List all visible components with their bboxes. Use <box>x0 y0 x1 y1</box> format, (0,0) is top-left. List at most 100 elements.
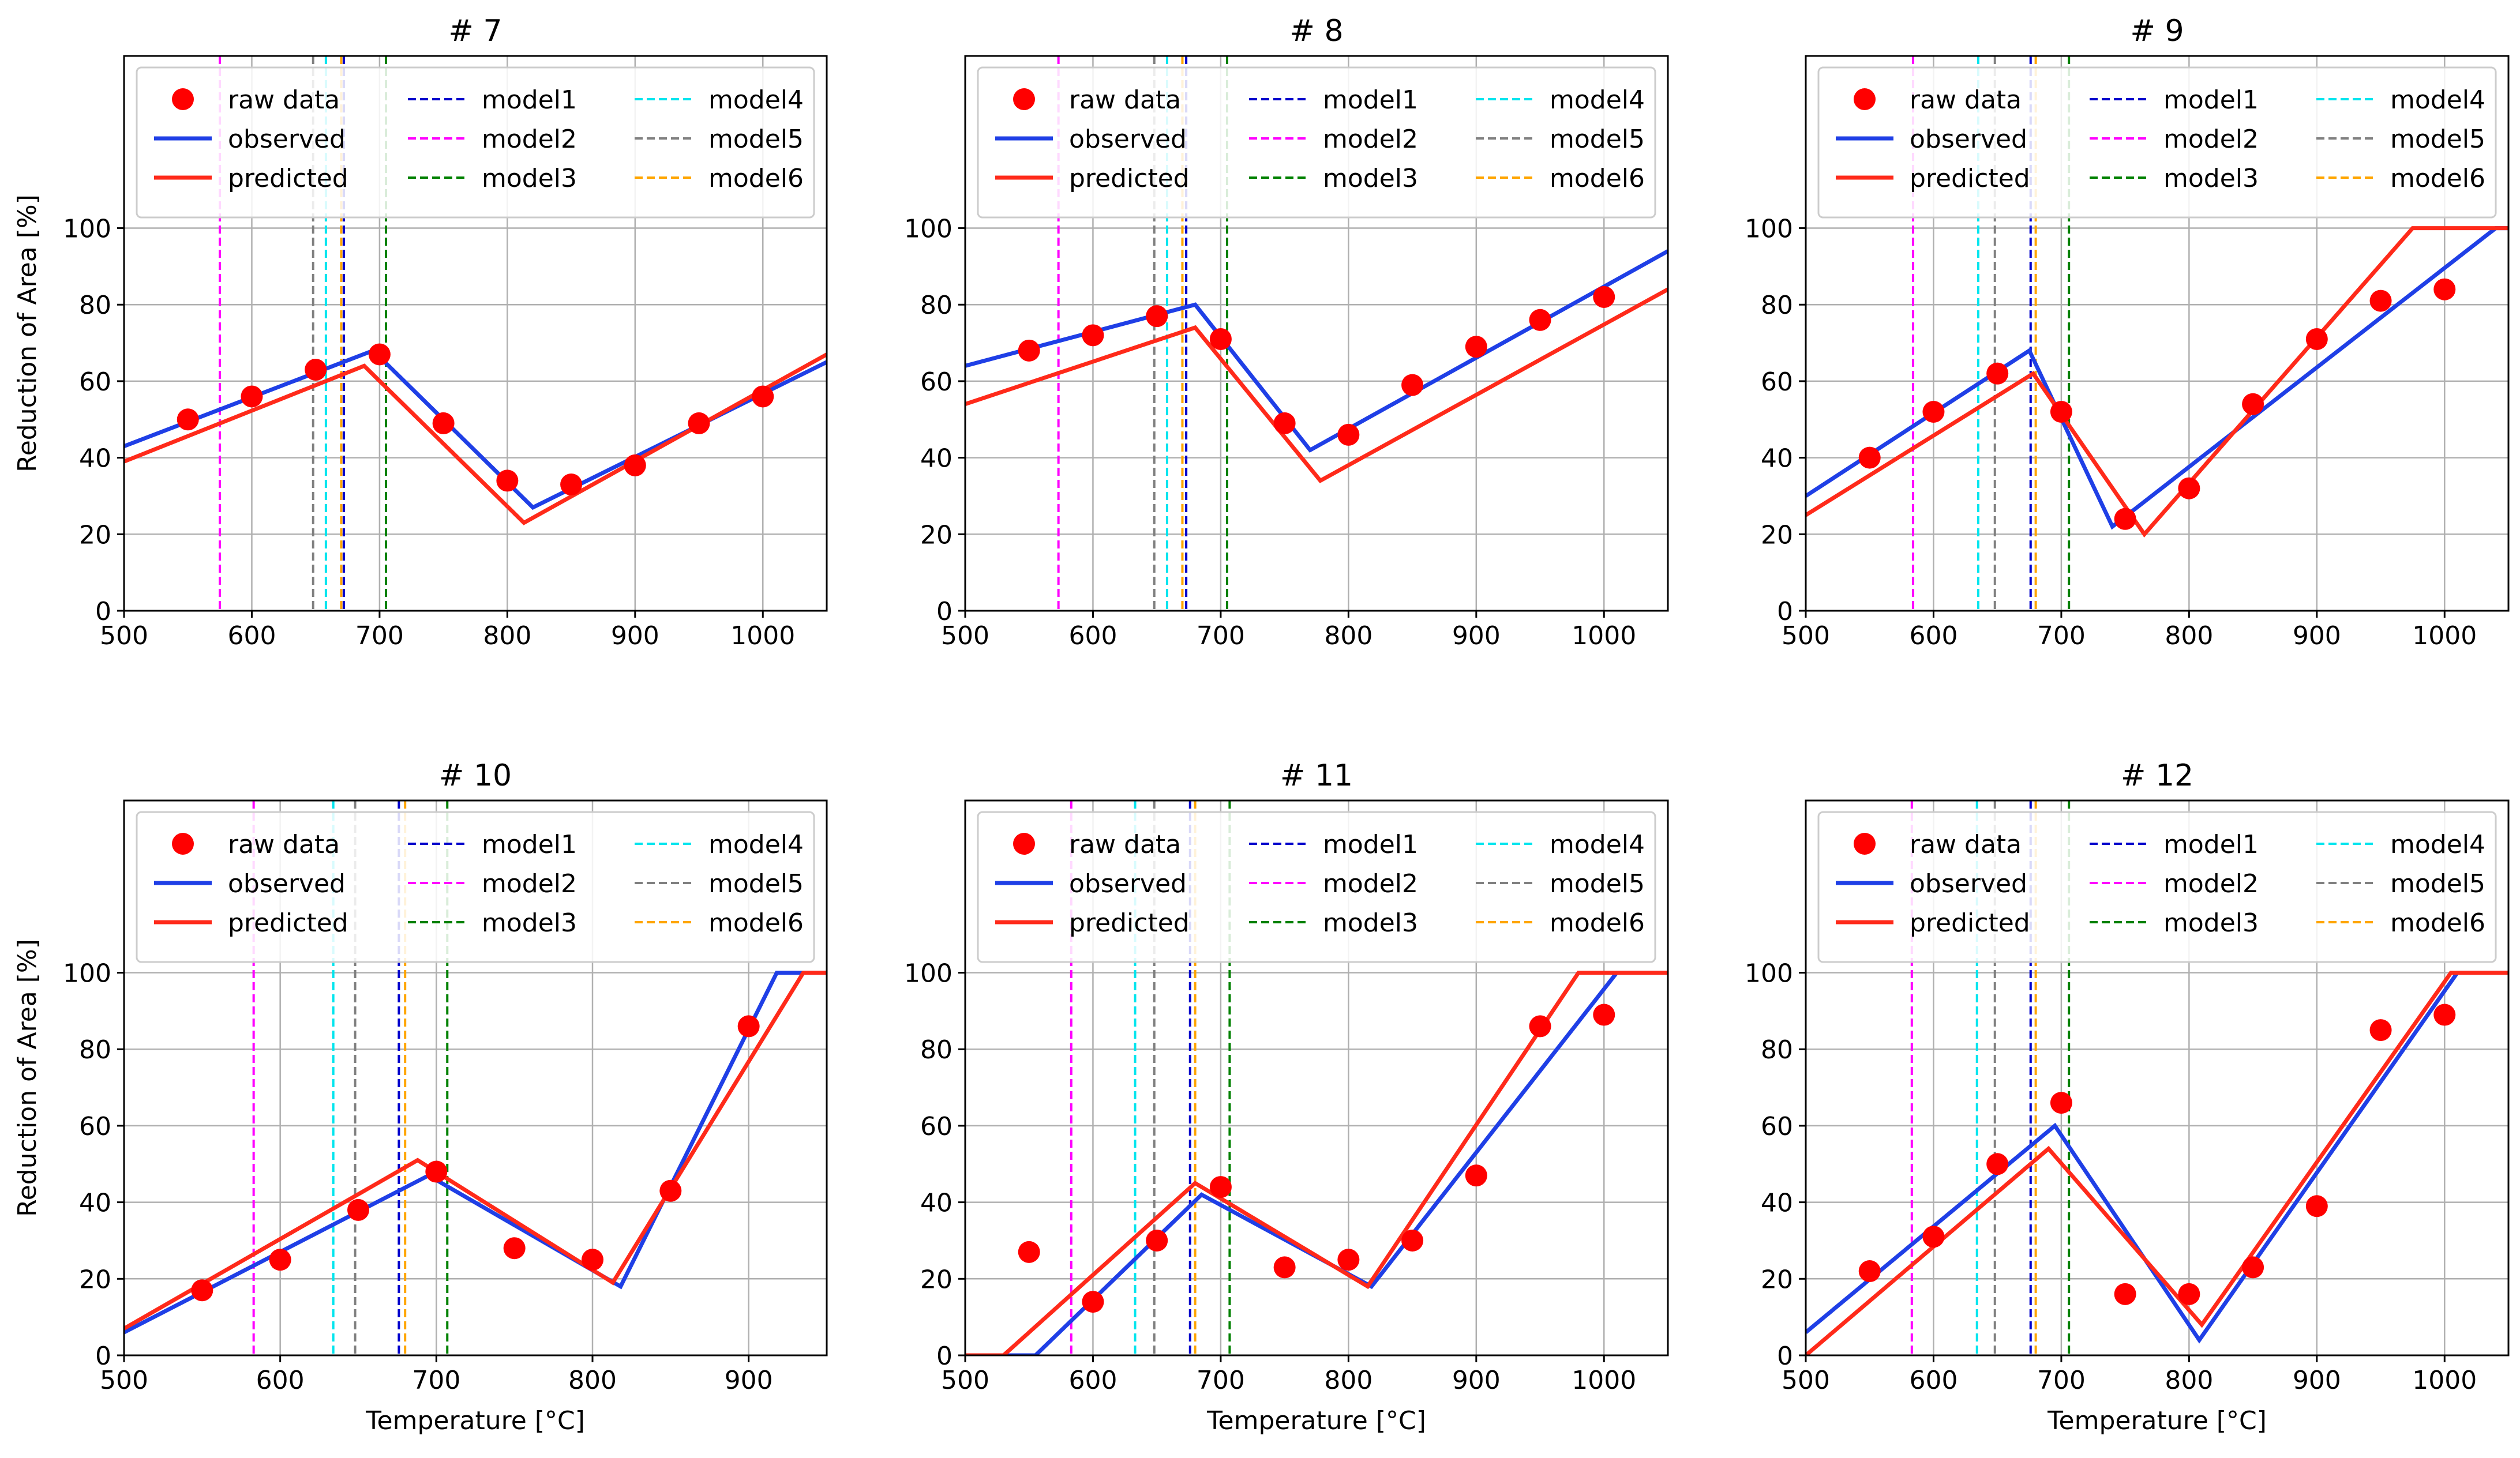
y-tick-label: 0 <box>936 597 952 626</box>
y-tick-label: 80 <box>920 1035 952 1065</box>
raw-data-point <box>2114 508 2136 530</box>
observed-legend-label: observed <box>228 125 346 154</box>
y-tick-label: 100 <box>1745 959 1793 989</box>
x-tick-label: 700 <box>2037 621 2086 651</box>
raw-data-point <box>496 469 519 492</box>
model4-legend-label: model4 <box>708 85 804 115</box>
model6-legend-label: model6 <box>708 908 804 938</box>
panel-6: 500 600 700 800 900 1000 0 20 40 60 80 100 # 12 Tempe… <box>1745 758 2510 1436</box>
raw-data-point <box>2242 1256 2264 1279</box>
x-tick-label: 600 <box>1068 1366 1117 1395</box>
raw-data-point <box>582 1249 603 1271</box>
y-tick-label: 60 <box>920 1112 952 1141</box>
y-tick-label: 60 <box>79 1112 111 1141</box>
raw-data-point <box>560 474 583 496</box>
raw-legend-marker <box>172 88 194 110</box>
y-tick-label: 100 <box>63 215 111 244</box>
model5-legend-label: model5 <box>2390 869 2485 899</box>
model2-legend-label: model2 <box>1323 869 1418 899</box>
panel-5: 500 600 700 800 900 1000 0 20 40 60 80 100 # 11 Tempe… <box>904 758 1669 1436</box>
model5-legend-label: model5 <box>1550 869 1645 899</box>
raw-data-point <box>1018 339 1040 362</box>
y-tick-label: 20 <box>920 520 952 550</box>
model2-legend-label: model2 <box>482 125 577 154</box>
y-axis-label: Reduction of Area [%] <box>13 194 42 472</box>
raw-data-point <box>1858 446 1881 469</box>
raw-data-point <box>1082 1291 1104 1313</box>
raw-legend-label: raw data <box>228 85 340 115</box>
panel-title: # 8 <box>1289 14 1343 48</box>
raw-legend-marker <box>1013 833 1035 855</box>
y-tick-label: 20 <box>920 1265 952 1294</box>
raw-data-point <box>2433 1004 2456 1026</box>
legend: raw data observed predicted model1 model2 mod… <box>977 811 1656 963</box>
y-tick-label: 20 <box>79 1265 111 1294</box>
panel-title: # 7 <box>448 14 502 48</box>
y-tick-label: 20 <box>1761 1265 1793 1294</box>
raw-data-point <box>1146 305 1168 328</box>
legend-box <box>1817 66 2497 219</box>
x-tick-label: 1000 <box>1572 1366 1636 1395</box>
raw-data-point <box>1337 1249 1360 1271</box>
x-tick-label: 900 <box>1452 1366 1501 1395</box>
model5-legend-label: model5 <box>708 869 804 899</box>
observed-line <box>1806 226 2508 530</box>
y-axis-label: Reduction of Area [%] <box>13 939 42 1217</box>
y-tick-label: 80 <box>79 291 111 320</box>
x-tick-label: 800 <box>1324 1366 1372 1395</box>
raw-data-point <box>2050 1092 2072 1114</box>
raw-data-point <box>1018 1241 1040 1263</box>
y-tick-label: 0 <box>95 1341 111 1371</box>
model3-legend-label: model3 <box>2163 164 2259 193</box>
raw-legend-label: raw data <box>228 830 340 859</box>
x-tick-label: 600 <box>227 621 276 651</box>
panel-3: 500 600 700 800 900 1000 0 20 40 60 80 100 # 9 raw da… <box>1745 14 2510 651</box>
predicted-line <box>965 971 1668 1355</box>
raw-data-point <box>659 1179 682 1202</box>
raw-data-point <box>1593 1004 1615 1026</box>
raw-legend-marker <box>1013 88 1035 110</box>
x-tick-label: 1000 <box>2412 621 2477 651</box>
raw-data-point <box>1986 362 2009 385</box>
raw-data-point <box>1465 336 1487 358</box>
y-tick-label: 0 <box>1777 597 1793 626</box>
x-tick-label: 1000 <box>730 621 795 651</box>
x-tick-label: 900 <box>2293 1366 2341 1395</box>
raw-legend-label: raw data <box>1910 830 2022 859</box>
model2-legend-label: model2 <box>1323 125 1418 154</box>
raw-legend-marker <box>172 833 194 855</box>
y-tick-label: 40 <box>1761 1189 1793 1218</box>
x-tick-label: 600 <box>1068 621 1117 651</box>
raw-data-point <box>1401 374 1424 396</box>
x-tick-label: 1000 <box>2412 1366 2477 1395</box>
y-tick-label: 60 <box>1761 367 1793 397</box>
panel-2: 500 600 700 800 900 1000 0 20 40 60 80 100 # 8 raw da… <box>904 14 1669 651</box>
predicted-line <box>124 971 827 1331</box>
y-tick-label: 40 <box>79 1189 111 1218</box>
predicted-legend-label: predicted <box>1069 908 1190 938</box>
raw-data-point <box>241 385 263 408</box>
x-tick-label: 500 <box>941 1366 989 1395</box>
raw-data-point <box>1209 328 1232 350</box>
axes-frame <box>964 799 1669 1356</box>
raw-data-point <box>1082 324 1104 347</box>
predicted-line <box>124 352 827 525</box>
model4-legend-label: model4 <box>708 830 804 859</box>
y-tick-label: 20 <box>1761 520 1793 550</box>
predicted-line <box>1806 226 2508 538</box>
model1-legend-label: model1 <box>482 830 577 859</box>
predicted-legend-label: predicted <box>1910 908 2030 938</box>
raw-data-point <box>368 343 391 366</box>
x-tick-label: 700 <box>355 621 404 651</box>
x-tick-label: 800 <box>2165 621 2213 651</box>
legend: raw data observed predicted model1 model2 mod… <box>136 811 815 963</box>
x-tick-label: 500 <box>100 1366 148 1395</box>
raw-data-point <box>1273 412 1296 434</box>
observed-legend-label: observed <box>1910 125 2027 154</box>
panel-4: 500 600 700 800 900 0 20 40 60 80 100 # 10 Reduction… <box>13 758 828 1436</box>
y-tick-label: 100 <box>904 959 952 989</box>
observed-legend-label: observed <box>1069 869 1187 899</box>
x-tick-label: 800 <box>568 1366 617 1395</box>
raw-data-point <box>269 1249 291 1271</box>
x-tick-label: 600 <box>1909 1366 1957 1395</box>
